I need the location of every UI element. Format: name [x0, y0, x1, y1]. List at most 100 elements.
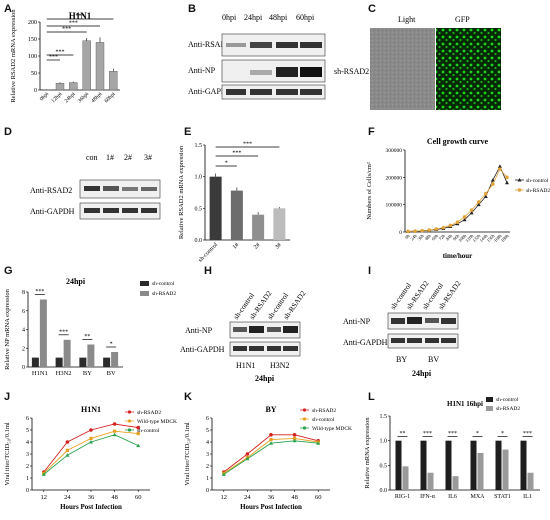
chart-j-point-2-3	[112, 432, 117, 437]
blot-b-row-np: Anti-NP	[188, 66, 216, 75]
blot-h: sh-control sh-RSAD2 sh-control sh-RSAD2 …	[180, 289, 308, 383]
chart-j-legend-marker-0	[127, 410, 132, 414]
chart-f-point-1-4	[434, 227, 439, 231]
chart-f-point-1-0	[406, 229, 410, 234]
chart-g-sig-0-text: ***	[35, 289, 44, 295]
chart-k-ytick-label-5: 5	[206, 428, 209, 434]
panel-label-f: F	[368, 126, 375, 138]
chart-l-bar-0-3	[470, 440, 477, 490]
chart-f-xtick-7: 96h	[452, 233, 461, 242]
chart-l-sig-4-text: *	[501, 431, 504, 437]
chart-a-ytick-label-2: 100	[28, 54, 37, 60]
chart-f-xtick-3: 48h	[424, 233, 433, 242]
chart-f-point-1-5	[441, 225, 446, 230]
chart-j-xlabel: Hours Post Infection	[60, 503, 122, 511]
chart-f-point-0-11	[483, 194, 488, 198]
chart-k-xtick-0: 12	[221, 494, 228, 501]
chart-f: 0 100000 200000 300000 Numbers of Cells/cm² C…	[366, 137, 550, 260]
chart-f-xtick-14: 180h	[500, 233, 510, 243]
chart-k-legend-marker-1	[302, 417, 307, 421]
blot-i-row-gapdh: Anti-GAPDH	[343, 338, 388, 347]
chart-f-legend-label-0: sh-control	[526, 178, 549, 184]
blot-i: sh-control sh-RSAD2 sh-control sh-RSAD2 …	[343, 279, 463, 378]
chart-j-xtick-3: 48	[111, 494, 118, 501]
chart-l-legend-label-0: sh-control	[496, 397, 519, 403]
chart-j-ytick-label-3: 3	[26, 452, 29, 458]
chart-e-xtick-1: 1#	[232, 242, 240, 250]
chart-a-ytick-label-4: 200	[28, 20, 37, 26]
panel-c-row-label: sh-RSAD2	[334, 67, 369, 76]
chart-f-legend-marker-1	[517, 188, 522, 192]
chart-f-xlabel: time/hour	[443, 252, 473, 260]
chart-k-xtick-1: 24	[244, 494, 251, 501]
blot-d: con 1# 2# 3# Anti-RSAD2 Anti-GAPDH	[30, 153, 161, 220]
chart-f-xtick-10: 132h	[472, 233, 482, 243]
chart-k-legend-label-2: Wild-type MDCK	[312, 426, 352, 432]
chart-l-ytick-label-1: 0.5	[380, 463, 388, 469]
panel-label-k: K	[184, 391, 192, 403]
chart-a-bar-3	[82, 40, 91, 91]
chart-e-sig-0-text: *	[225, 161, 228, 167]
chart-l-xtick-1: IFN-α	[420, 494, 436, 500]
chart-l-sig-0-text: **	[400, 431, 406, 437]
chart-f-point-1-14	[505, 175, 509, 180]
chart-j-point-1-1	[65, 448, 69, 452]
panel-label-b: B	[188, 3, 196, 15]
chart-j-ytick-label-2: 2	[26, 464, 29, 470]
chart-f-xtick-4: 60h	[431, 233, 440, 242]
chart-e-ytick-label-1: 0.5	[195, 206, 203, 212]
chart-l-bar-1-1	[427, 472, 434, 490]
chart-k-legend-marker-2	[302, 426, 307, 430]
chart-k-ylabel: Viral titer/TCID₅₀/0.1ml	[184, 422, 191, 486]
chart-g-sig-1-text: ***	[59, 329, 68, 335]
chart-k-point-0-1	[245, 452, 250, 456]
panel-label-l: L	[368, 391, 375, 403]
panel-c-col-gfp: GFP	[455, 15, 470, 24]
chart-a-sig-2-text: ***	[62, 27, 71, 33]
chart-f-ytick-label-2: 200000	[386, 175, 403, 181]
chart-l-sig-5-text: ***	[523, 431, 532, 437]
chart-k-point-0-2	[269, 433, 273, 437]
chart-g-legend-swatch-0	[140, 281, 149, 286]
gfp-image	[436, 28, 501, 110]
chart-j-legend-marker-1	[127, 419, 132, 423]
blot-d-lane-2: 2#	[124, 153, 132, 162]
chart-f-point-0-9	[469, 210, 474, 215]
chart-f-point-1-9	[469, 208, 474, 212]
blot-h-group-1: H3N2	[270, 361, 290, 370]
chart-l-title: H1N1 16hpi	[447, 400, 483, 408]
chart-l-bar-1-4	[502, 449, 509, 490]
chart-e-bar-3	[273, 208, 286, 240]
chart-f-point-1-2	[420, 228, 424, 233]
chart-j-point-2-2	[89, 440, 93, 444]
chart-e-xtick-0: sh-control	[198, 242, 220, 264]
chart-l-ytick-label-3: 1.5	[380, 414, 388, 420]
chart-l-xtick-5: IL1	[523, 494, 532, 500]
chart-l-bar-0-1	[420, 440, 427, 490]
chart-l: 0.0 0.5 1.0 1.5 Relative mRNA expression H1N1…	[364, 397, 540, 500]
chart-a-sig-1-text: ***	[56, 50, 65, 56]
chart-k-ytick-label-4: 4	[206, 440, 209, 446]
blot-h-row-gapdh: Anti-GAPDH	[180, 345, 225, 354]
chart-f-legend-marker-0	[517, 178, 522, 182]
blot-b-row-gapdh: Anti-GAPDH	[188, 87, 233, 96]
chart-l-xtick-2: IL6	[448, 494, 457, 500]
chart-g-ytick-label-4: 8	[22, 290, 25, 296]
chart-a-sig-3-text: ***	[69, 21, 78, 27]
chart-j-point-1-4	[136, 432, 140, 436]
blot-b-lane-2: 48hpi	[269, 13, 288, 22]
blot-b-lane-3: 60hpi	[296, 13, 315, 22]
chart-g-ytick-label-1: 2	[22, 346, 25, 352]
chart-k-xlabel: Hours Post Infection	[240, 503, 302, 511]
chart-l-sig-3-text: *	[476, 431, 479, 437]
chart-k-point-2-1	[245, 456, 250, 461]
chart-g-xtick-2: BY	[83, 370, 92, 377]
chart-f-ytick-label-0: 0	[399, 230, 402, 236]
chart-l-bar-1-5	[527, 472, 534, 490]
chart-a-bar-1	[55, 82, 65, 91]
chart-j-title: H1N1	[81, 405, 101, 414]
chart-l-bar-0-4	[495, 440, 502, 490]
